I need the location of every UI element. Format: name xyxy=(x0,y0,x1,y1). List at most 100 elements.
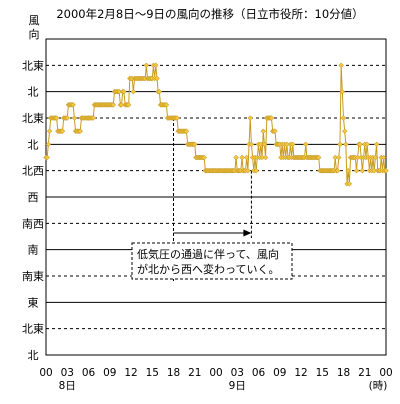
data-point xyxy=(364,141,370,148)
y-tick-label: 南西 xyxy=(22,217,44,230)
gridlines xyxy=(45,38,387,356)
x-tick-label: 12 xyxy=(124,367,137,379)
x-tick-labels: 00 03 06 09 12 15 18 21 00 03 06 09 12 15 18 21 00 8日 9日 (時… xyxy=(39,367,392,392)
y-tick-label: 北 xyxy=(28,138,39,151)
data-point xyxy=(343,141,349,148)
x-tick-label: 09 xyxy=(273,367,286,379)
y-tick-label: 北 xyxy=(28,86,39,99)
y-tick-label: 北 xyxy=(28,349,39,362)
data-points xyxy=(43,62,389,187)
x-tick-label: 03 xyxy=(61,367,74,379)
data-point xyxy=(261,141,268,148)
data-point xyxy=(339,88,346,95)
x-tick-label: 00 xyxy=(379,367,392,379)
data-point xyxy=(183,128,190,134)
date-label: 8日 xyxy=(59,380,76,392)
data-point xyxy=(315,154,322,161)
x-tick-label: 06 xyxy=(82,367,96,379)
data-point xyxy=(248,141,255,148)
x-tick-label: 15 xyxy=(146,367,159,379)
data-point xyxy=(191,141,198,148)
y-tick-label: 西 xyxy=(28,191,39,204)
x-tick-label: 09 xyxy=(103,367,116,379)
data-point xyxy=(90,115,96,121)
data-point xyxy=(156,88,163,95)
data-point xyxy=(372,154,379,161)
x-tick-label: 00 xyxy=(39,367,52,379)
data-point xyxy=(143,62,150,69)
data-point xyxy=(243,154,250,161)
x-tick-label: 06 xyxy=(252,367,266,379)
y-tick-label: 南 xyxy=(28,244,39,257)
data-point xyxy=(174,115,180,121)
y-tick-label: 北東 xyxy=(22,323,44,336)
data-point xyxy=(272,128,278,134)
data-point xyxy=(46,128,53,134)
data-point xyxy=(359,167,366,174)
series-line xyxy=(46,65,386,184)
annotation-box xyxy=(131,242,293,280)
data-point xyxy=(340,115,347,121)
data-point xyxy=(383,167,389,174)
data-point xyxy=(373,141,380,148)
x-tick-label: 21 xyxy=(358,367,371,379)
y-tick-label: 北東 xyxy=(22,112,44,125)
data-point xyxy=(247,115,253,121)
data-point xyxy=(357,141,363,148)
data-point xyxy=(353,167,360,174)
data-point xyxy=(268,115,275,121)
x-tick-label: 18 xyxy=(337,367,350,379)
data-point xyxy=(341,128,348,134)
data-point xyxy=(77,128,83,134)
data-point xyxy=(45,141,52,148)
data-point xyxy=(337,141,343,148)
data-point xyxy=(302,141,309,148)
annotation-arrowhead xyxy=(243,229,252,237)
annotation-text: が北から西へ変わっていく。 xyxy=(137,262,279,276)
data-point xyxy=(336,154,342,161)
chart-title: 2000年2月8日～9日の風向の推移（日立市役所：10分値） xyxy=(56,7,363,21)
date-label: 9日 xyxy=(229,380,246,392)
data-point xyxy=(110,102,117,108)
x-tick-label: 21 xyxy=(188,367,201,379)
y-tick-label: 北西 xyxy=(22,165,44,178)
y-tick-label: 南東 xyxy=(22,270,44,283)
data-point xyxy=(153,62,159,69)
data-point xyxy=(59,128,66,134)
data-point xyxy=(71,115,78,121)
x-tick-label: 03 xyxy=(231,367,244,379)
data-point xyxy=(53,115,60,121)
y-axis-label: 風向 xyxy=(29,14,40,41)
y-tick-label: 東 xyxy=(28,296,39,309)
data-point xyxy=(163,102,170,108)
data-point xyxy=(154,75,160,82)
data-point xyxy=(239,154,245,161)
x-tick-label: 18 xyxy=(167,367,180,379)
data-point xyxy=(380,154,387,161)
data-point xyxy=(130,88,137,95)
data-point xyxy=(44,154,50,161)
data-point xyxy=(260,128,266,134)
data-point xyxy=(121,88,127,95)
data-point xyxy=(289,141,296,148)
data-point xyxy=(245,167,251,174)
x-tick-label: 12 xyxy=(294,367,307,379)
data-point xyxy=(346,181,353,187)
x-tick-label: 15 xyxy=(316,367,329,379)
x-unit-label: (時) xyxy=(369,380,388,392)
x-tick-label: 00 xyxy=(209,367,222,379)
data-point xyxy=(253,167,259,174)
data-point xyxy=(334,167,341,174)
data-point xyxy=(64,115,71,121)
data-point xyxy=(70,102,76,108)
annotation-text: 低気圧の通過に伴って、風向 xyxy=(137,247,279,261)
series-wind-direction xyxy=(46,65,386,184)
y-axis-label-char: 向 xyxy=(29,27,40,41)
data-point xyxy=(262,154,269,161)
data-point xyxy=(338,62,344,69)
data-point xyxy=(233,154,239,161)
